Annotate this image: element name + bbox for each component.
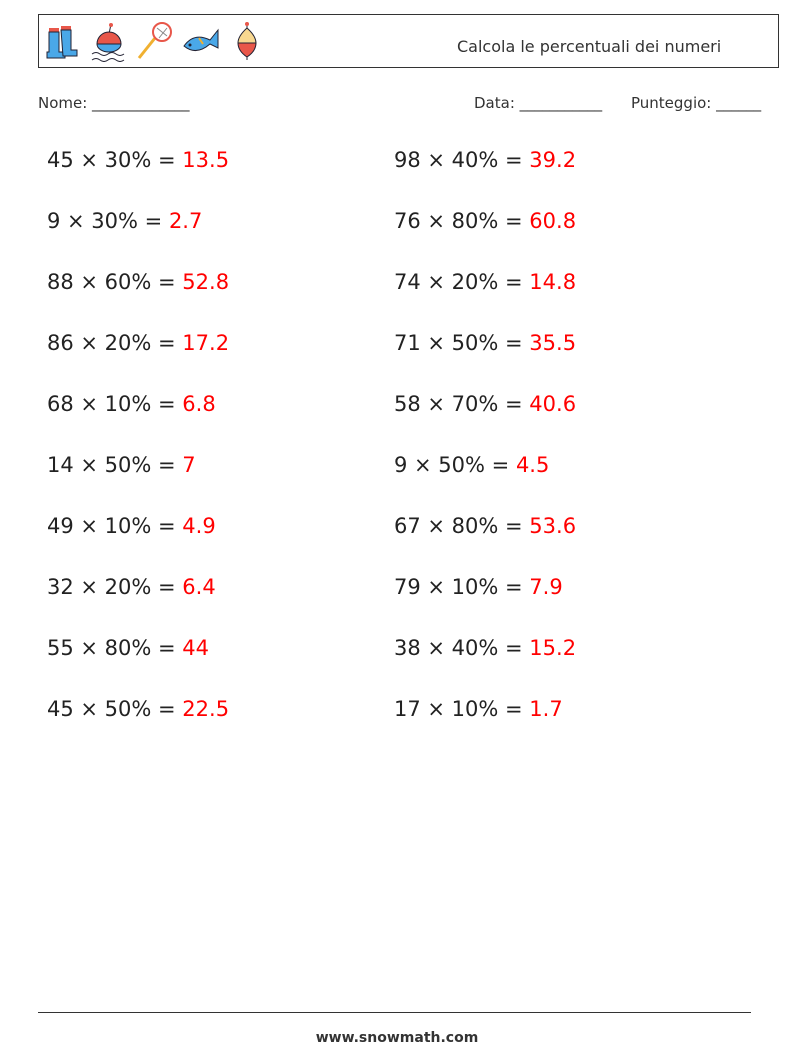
problem-answer: 1.7 xyxy=(529,697,563,721)
problem-question: 98 × 40% = xyxy=(394,148,530,172)
problem-answer: 44 xyxy=(182,636,210,660)
problem: 9 × 30% = 2.7 xyxy=(47,209,202,233)
problem-question: 88 × 60% = xyxy=(47,270,183,294)
problem-answer: 39.2 xyxy=(529,148,577,172)
problem-question: 45 × 30% = xyxy=(47,148,183,172)
problem-answer: 40.6 xyxy=(529,392,577,416)
problem-answer: 4.5 xyxy=(515,453,550,477)
problem-question: 71 × 50% = xyxy=(394,331,530,355)
problem: 58 × 70% = 40.6 xyxy=(394,392,576,416)
problem-question: 76 × 80% = xyxy=(394,209,530,233)
problem: 14 × 50% = 7 xyxy=(47,453,196,477)
problem-question: 45 × 50% = xyxy=(47,697,183,721)
problem-question: 55 × 80% = xyxy=(47,636,183,660)
problem: 74 × 20% = 14.8 xyxy=(394,270,576,294)
problem-answer: 60.8 xyxy=(529,209,577,233)
problem-question: 17 × 10% = xyxy=(394,697,530,721)
problem: 88 × 60% = 52.8 xyxy=(47,270,229,294)
problem-answer: 14.8 xyxy=(529,270,577,294)
problem-answer: 22.5 xyxy=(182,697,230,721)
problem: 49 × 10% = 4.9 xyxy=(47,514,216,538)
problem-answer: 52.8 xyxy=(182,270,230,294)
problem-answer: 15.2 xyxy=(529,636,577,660)
problem-question: 79 × 10% = xyxy=(394,575,530,599)
header: Calcola le percentuali dei numeri xyxy=(38,14,779,68)
problem-answer: 53.6 xyxy=(529,514,577,538)
problem: 86 × 20% = 17.2 xyxy=(47,331,229,355)
problem: 98 × 40% = 39.2 xyxy=(394,148,576,172)
boots-icon xyxy=(46,26,78,59)
score-field: Punteggio: ______ xyxy=(631,94,762,112)
problem-answer: 17.2 xyxy=(182,331,230,355)
fishing-net-icon xyxy=(137,22,172,59)
problem-question: 38 × 40% = xyxy=(394,636,530,660)
problem-question: 86 × 20% = xyxy=(47,331,183,355)
problem: 55 × 80% = 44 xyxy=(47,636,209,660)
fishing-bobber-water-icon xyxy=(91,23,125,62)
date-field: Data: ___________ xyxy=(474,94,603,112)
problem: 17 × 10% = 1.7 xyxy=(394,697,563,721)
problem-question: 68 × 10% = xyxy=(47,392,183,416)
problem-answer: 7.9 xyxy=(529,575,563,599)
problem-question: 32 × 20% = xyxy=(47,575,183,599)
problem: 79 × 10% = 7.9 xyxy=(394,575,563,599)
problem: 38 × 40% = 15.2 xyxy=(394,636,576,660)
name-field: Nome: _____________ xyxy=(38,94,190,112)
problem: 9 × 50% = 4.5 xyxy=(394,453,549,477)
problem-answer: 35.5 xyxy=(529,331,577,355)
problem-answer: 13.5 xyxy=(182,148,230,172)
problem: 68 × 10% = 6.8 xyxy=(47,392,216,416)
problem: 76 × 80% = 60.8 xyxy=(394,209,576,233)
fish-icon xyxy=(183,28,219,51)
problem-answer: 6.8 xyxy=(182,392,216,416)
problem: 45 × 50% = 22.5 xyxy=(47,697,229,721)
footer-url: www.snowmath.com xyxy=(315,1030,479,1046)
problem: 71 × 50% = 35.5 xyxy=(394,331,576,355)
problem-answer: 2.7 xyxy=(168,209,203,233)
problem: 45 × 30% = 13.5 xyxy=(47,148,229,172)
worksheet-title: Calcola le percentuali dei numeri xyxy=(457,37,722,56)
problem-question: 58 × 70% = xyxy=(394,392,530,416)
problem-question: 9 × 30% = xyxy=(47,209,169,233)
problem: 32 × 20% = 6.4 xyxy=(47,575,216,599)
problem-question: 14 × 50% = xyxy=(47,453,183,477)
problem: 67 × 80% = 53.6 xyxy=(394,514,576,538)
float-icon xyxy=(237,22,257,60)
problem-question: 49 × 10% = xyxy=(47,514,183,538)
problem-question: 67 × 80% = xyxy=(394,514,530,538)
problem-answer: 7 xyxy=(182,453,196,477)
problem-question: 74 × 20% = xyxy=(394,270,530,294)
footer-divider xyxy=(38,1012,751,1013)
problem-answer: 4.9 xyxy=(182,514,216,538)
problem-answer: 6.4 xyxy=(182,575,216,599)
problem-question: 9 × 50% = xyxy=(394,453,516,477)
